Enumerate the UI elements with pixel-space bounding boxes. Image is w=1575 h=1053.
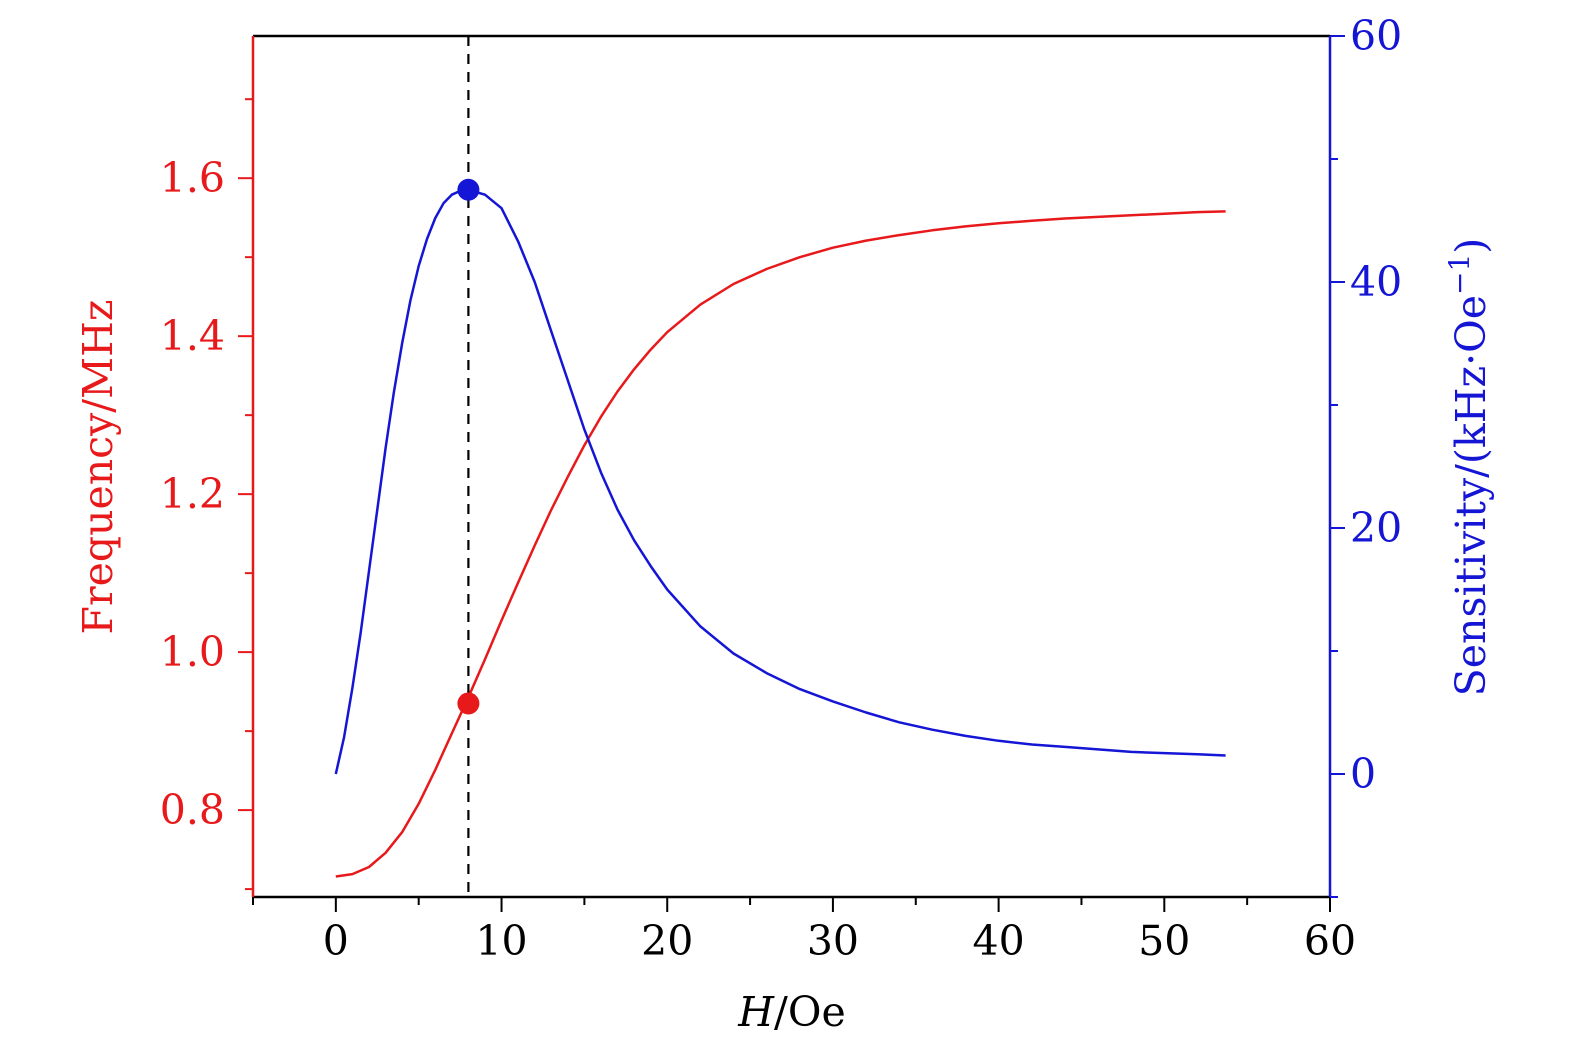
- y-left-tick-label: 1.6: [160, 154, 225, 202]
- x-tick-label: 0: [323, 917, 349, 965]
- axis-labels: 0 10 20 30 40 50 60 0.8 1.0 1.2 1.4 1.6 0 20 40 60: [160, 12, 1402, 965]
- sensitivity-marker: [457, 178, 480, 201]
- y-right-tick-label: 20: [1350, 504, 1402, 552]
- y-right-tick-label: 40: [1350, 258, 1402, 306]
- frequency-marker: [457, 692, 480, 715]
- y-right-tick-label: 0: [1350, 750, 1376, 798]
- x-tick-label: 30: [807, 917, 859, 965]
- y-left-tick-label: 1.2: [160, 470, 225, 518]
- x-tick-label: 10: [475, 917, 527, 965]
- x-tick-label: 50: [1138, 917, 1190, 965]
- y-left-axis-title: Frequency/MHz: [74, 300, 122, 635]
- axes: [238, 34, 1345, 912]
- y-right-axis-title: Sensitivity/(kHz·Oe−1): [1443, 238, 1495, 697]
- y-right-tick-label: 60: [1350, 12, 1402, 60]
- sensitivity-series-line: [334, 188, 1226, 775]
- x-tick-label: 60: [1304, 917, 1356, 965]
- x-tick-label: 20: [641, 917, 693, 965]
- x-axis-title: H/Oe: [737, 988, 845, 1036]
- y-left-tick-label: 1.4: [160, 312, 225, 360]
- frequency-series-line: [335, 210, 1226, 878]
- x-tick-label: 40: [973, 917, 1025, 965]
- y-left-tick-label: 1.0: [160, 628, 225, 676]
- y-left-tick-label: 0.8: [160, 786, 225, 834]
- plot-area: [334, 36, 1226, 897]
